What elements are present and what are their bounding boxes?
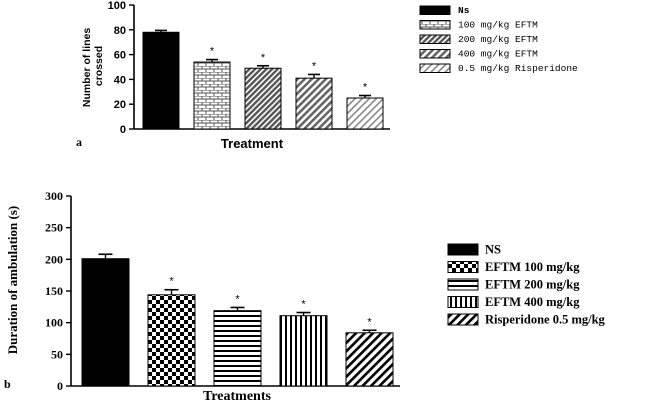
legend-swatch: [419, 5, 451, 15]
y-tick-label: 100: [45, 316, 63, 330]
y-tick-label: 80: [114, 25, 126, 37]
svg-text:Number of lines crossed: Number of lines crossed: [81, 25, 105, 107]
legend-swatch: [419, 20, 451, 30]
bar: [346, 97, 384, 130]
significance-marker: *: [261, 52, 266, 64]
legend-swatch: [447, 313, 479, 326]
bar: [142, 31, 180, 130]
significance-marker: *: [235, 293, 240, 305]
legend-label: EFTM 100 mg/kg: [485, 260, 580, 274]
legend-label: 0.5 mg/kg Risperidone: [458, 63, 578, 74]
legend: Ns 100 mg/kg EFTM 200 mg/kg EFTM 400 mg/kg …: [419, 5, 578, 74]
x-axis-title: Treatments: [203, 389, 271, 402]
y-tick-label: 100: [108, 0, 126, 12]
legend-label: Ns: [458, 5, 470, 16]
significance-marker: *: [301, 299, 306, 311]
bar: [279, 315, 328, 387]
legend-swatch: [447, 278, 479, 291]
y-tick-label: 50: [51, 347, 63, 361]
legend-label: 100 mg/kg EFTM: [458, 20, 538, 31]
y-axis-title: Duration of ambulation (s): [5, 206, 20, 354]
y-tick-label: 60: [114, 50, 126, 62]
legend-label: EFTM 400 mg/kg: [485, 295, 580, 309]
panel-label: a: [76, 135, 82, 149]
legend-swatch: [419, 63, 451, 73]
significance-marker: *: [367, 316, 372, 328]
legend: NS EFTM 100 mg/kg EFTM 200 mg/kg EFTM 400 m…: [447, 243, 606, 327]
y-tick-label: 150: [45, 284, 63, 298]
bar: [295, 77, 333, 130]
legend-label: Risperidone 0.5 mg/kg: [485, 313, 606, 327]
bar: [213, 310, 262, 387]
y-tick-label: 250: [45, 221, 63, 235]
bar: [81, 258, 130, 387]
bar: [244, 67, 282, 130]
y-tick-label: 20: [114, 99, 126, 111]
legend-label: 200 mg/kg EFTM: [458, 34, 538, 45]
bar: [147, 294, 196, 387]
y-tick-label: 300: [45, 189, 63, 203]
x-axis-title: Treatment: [221, 136, 284, 151]
legend-swatch: [419, 49, 451, 59]
significance-marker: *: [210, 46, 215, 58]
legend-swatch: [419, 34, 451, 44]
y-axis-title-line-1: Number of lines: [81, 28, 93, 108]
panel-b: 0 50 100 150 200 250 300 * * * * Duration of ambu…: [4, 189, 606, 402]
significance-marker: *: [169, 276, 174, 288]
legend-label: NS: [485, 243, 501, 257]
significance-marker: *: [312, 60, 317, 72]
significance-marker: *: [363, 82, 368, 94]
panel-a: 0 20 40 60 80 100 * * * * Number of lines crosse…: [76, 0, 578, 151]
y-tick-label: 0: [120, 124, 126, 136]
legend-swatch: [447, 243, 479, 256]
bar: [345, 332, 394, 387]
legend-swatch: [447, 261, 479, 273]
legend-label: 400 mg/kg EFTM: [458, 49, 538, 60]
y-tick-label: 40: [114, 74, 126, 86]
y-tick-label: 0: [57, 379, 63, 393]
y-axis-title-line-2: crossed: [93, 46, 105, 86]
y-tick-label: 200: [45, 252, 63, 266]
legend-swatch: [447, 296, 479, 308]
bar: [193, 61, 231, 130]
panel-label: b: [4, 377, 11, 391]
legend-label: EFTM 200 mg/kg: [485, 278, 580, 292]
